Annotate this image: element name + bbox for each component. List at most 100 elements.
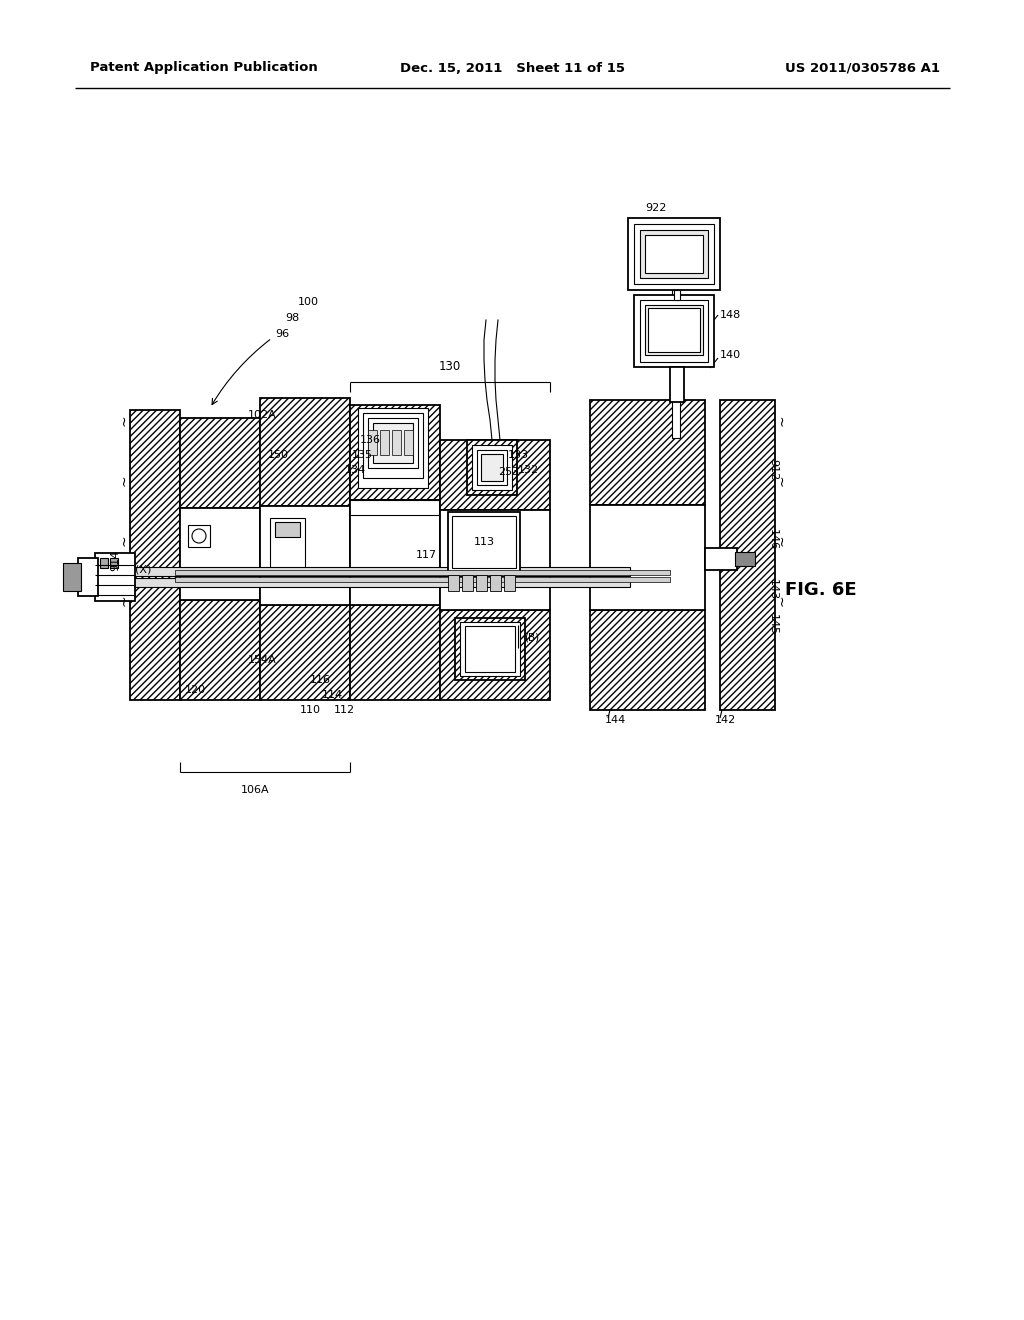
Bar [180, 418, 260, 508]
Text: 140: 140 [720, 350, 741, 360]
Bar [645, 305, 703, 355]
Bar [368, 430, 377, 455]
Text: ~: ~ [775, 414, 790, 426]
Text: 253: 253 [498, 467, 519, 477]
Bar [670, 367, 684, 403]
Bar [95, 553, 135, 601]
Text: 142: 142 [715, 715, 736, 725]
Bar [634, 294, 714, 367]
Bar [504, 576, 515, 591]
Bar [373, 422, 413, 463]
Text: ~: ~ [117, 414, 131, 426]
Bar [350, 500, 440, 605]
Text: 98: 98 [285, 313, 299, 323]
Bar [462, 576, 473, 591]
Bar [270, 517, 305, 568]
Text: 120: 120 [185, 685, 206, 696]
Bar [180, 601, 260, 700]
Text: 114: 114 [322, 690, 343, 700]
Text: 130: 130 [439, 359, 461, 372]
Text: ~: ~ [117, 535, 131, 545]
Bar [380, 430, 389, 455]
Bar [130, 578, 630, 587]
Text: 102A: 102A [248, 411, 276, 420]
Bar [648, 308, 700, 352]
Bar [720, 400, 775, 710]
Bar [358, 408, 428, 488]
Bar [672, 218, 680, 438]
Bar [362, 413, 423, 478]
Text: 150: 150 [268, 450, 289, 459]
Text: 145: 145 [768, 614, 778, 635]
Bar [640, 300, 708, 362]
Text: FIG. 6E: FIG. 6E [785, 581, 857, 599]
Text: 96: 96 [275, 329, 289, 339]
Text: ~: ~ [775, 535, 790, 545]
Text: 922: 922 [645, 203, 667, 213]
Bar [260, 605, 350, 700]
Bar [180, 508, 260, 601]
Bar [481, 454, 503, 480]
Text: 112: 112 [334, 705, 355, 715]
Text: 912: 912 [768, 459, 778, 480]
Bar [476, 576, 487, 591]
Text: US 2011/0305786 A1: US 2011/0305786 A1 [785, 62, 940, 74]
Text: 100: 100 [298, 297, 319, 308]
Bar [628, 218, 720, 290]
Bar [705, 548, 737, 570]
Text: 135: 135 [352, 450, 373, 459]
Bar [467, 440, 517, 495]
Text: Dec. 15, 2011   Sheet 11 of 15: Dec. 15, 2011 Sheet 11 of 15 [399, 62, 625, 74]
Bar [590, 610, 705, 710]
Bar [490, 576, 501, 591]
Bar [175, 570, 670, 576]
Text: (X): (X) [135, 565, 152, 576]
Bar [260, 399, 350, 506]
Text: 110: 110 [300, 705, 321, 715]
Text: ~: ~ [775, 594, 790, 606]
Bar [674, 290, 680, 300]
Bar [100, 558, 108, 568]
Bar [472, 445, 512, 490]
Bar [477, 450, 507, 484]
Bar [460, 622, 520, 676]
Bar [78, 558, 98, 597]
Bar [590, 506, 705, 610]
Bar [735, 552, 755, 566]
Text: 116: 116 [310, 675, 331, 685]
Bar [634, 224, 714, 284]
Text: 136: 136 [360, 436, 381, 445]
Text: (B): (B) [524, 632, 539, 642]
Text: 134: 134 [345, 465, 367, 475]
Text: 914: 914 [110, 549, 120, 570]
Bar [590, 400, 705, 506]
Bar [350, 605, 440, 700]
Bar [404, 430, 413, 455]
Bar [175, 577, 670, 582]
Bar [368, 418, 418, 469]
Bar [455, 618, 525, 680]
Text: 143: 143 [768, 579, 778, 601]
Bar [188, 525, 210, 546]
Bar [350, 405, 440, 500]
Text: ~: ~ [117, 594, 131, 606]
Text: 148: 148 [720, 310, 741, 319]
Bar [465, 626, 515, 672]
Bar [645, 235, 703, 273]
Text: 144: 144 [605, 715, 627, 725]
Text: 117: 117 [416, 550, 437, 560]
Text: 154A: 154A [248, 655, 276, 665]
Bar [440, 510, 550, 610]
Circle shape [193, 529, 206, 543]
Bar [260, 506, 350, 605]
Text: Patent Application Publication: Patent Application Publication [90, 62, 317, 74]
Text: 106A: 106A [241, 785, 269, 795]
Text: ~: ~ [117, 474, 131, 486]
Text: 132: 132 [518, 465, 539, 475]
Bar [392, 430, 401, 455]
Bar [130, 411, 180, 700]
Bar [449, 512, 520, 572]
Bar [452, 516, 516, 568]
Bar [275, 521, 300, 537]
Text: 133: 133 [508, 450, 529, 459]
